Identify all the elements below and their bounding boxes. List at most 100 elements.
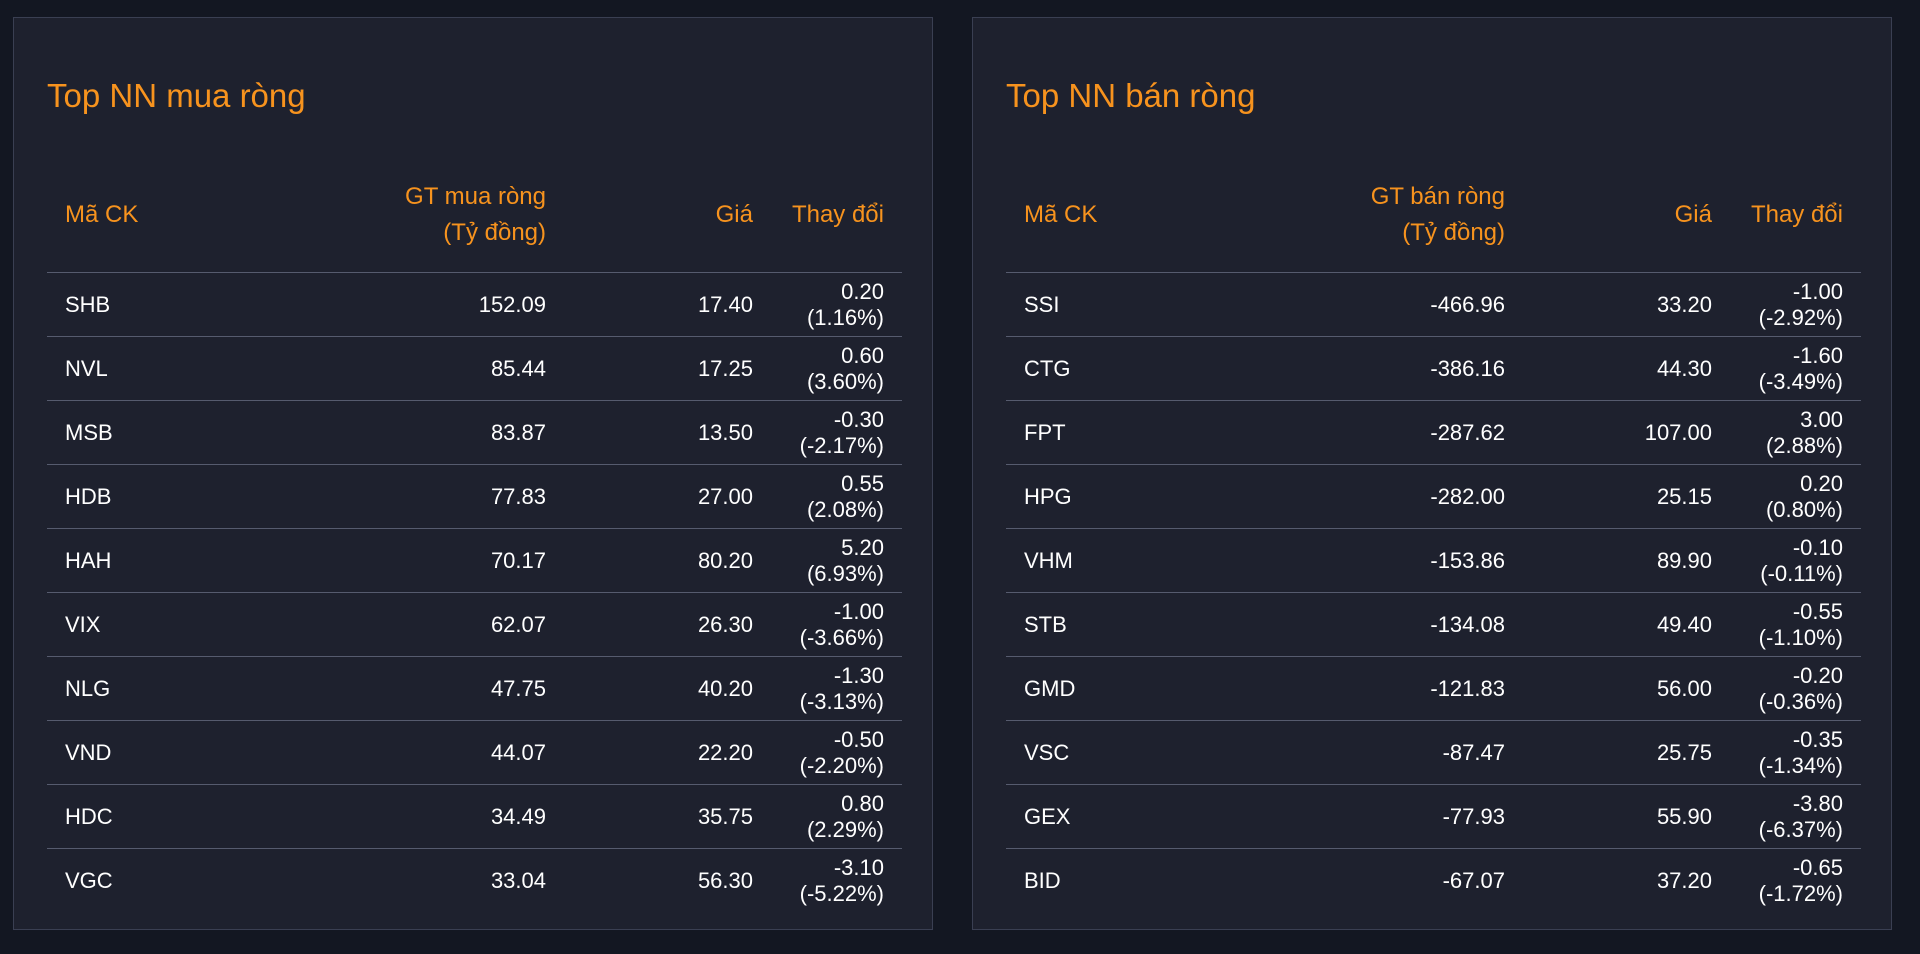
price: 49.40 xyxy=(1523,592,1730,657)
stock-symbol[interactable]: HAH xyxy=(47,528,259,593)
stock-symbol[interactable]: MSB xyxy=(47,400,259,465)
table-row[interactable]: HDB 77.83 27.00 0.55 (2.08%) xyxy=(47,464,902,529)
table-row[interactable]: VSC -87.47 25.75 -0.35 (-1.34%) xyxy=(1006,720,1861,785)
column-header-symbol[interactable]: Mã CK xyxy=(47,158,259,273)
stock-symbol[interactable]: CTG xyxy=(1006,336,1218,401)
price: 40.20 xyxy=(564,656,771,721)
stock-symbol[interactable]: BID xyxy=(1024,867,1061,893)
net-value: 62.07 xyxy=(259,592,564,657)
net-value: -386.16 xyxy=(1218,336,1523,401)
table-row[interactable]: GEX -77.93 55.90 -3.80 (-6.37%) xyxy=(1006,784,1861,849)
table-row[interactable]: HPG -282.00 25.15 0.20 (0.80%) xyxy=(1006,464,1861,529)
stock-symbol[interactable]: VHM xyxy=(1006,528,1218,593)
price-change: 3.00 (2.88%) xyxy=(1730,400,1861,465)
stock-symbol[interactable]: VGC xyxy=(65,867,113,893)
column-header-net-value[interactable]: GT mua ròng (Tỷ đồng) xyxy=(259,158,564,273)
net-buy-table: Mã CK GT mua ròng (Tỷ đồng) Giá Thay đổi… xyxy=(47,158,902,912)
table-row[interactable]: GMD -121.83 56.00 -0.20 (-0.36%) xyxy=(1006,656,1861,721)
column-header-price[interactable]: Giá xyxy=(564,158,771,273)
price: 56.30 xyxy=(697,867,753,893)
price: 17.25 xyxy=(564,336,771,401)
column-header-change[interactable]: Thay đổi xyxy=(1730,158,1861,273)
column-header-price[interactable]: Giá xyxy=(1523,158,1730,273)
price-change: -1.00 (-2.92%) xyxy=(1730,272,1861,337)
table-row[interactable]: BID -67.07 37.20 -0.65 (-1.72%) xyxy=(1006,849,1861,913)
stock-symbol[interactable]: FPT xyxy=(1006,400,1218,465)
price-change: 0.60 (3.60%) xyxy=(771,336,902,401)
price-change: -0.10 (-0.11%) xyxy=(1730,528,1861,593)
net-value: -287.62 xyxy=(1218,400,1523,465)
column-header-change[interactable]: Thay đổi xyxy=(771,158,902,273)
net-value: -87.47 xyxy=(1218,720,1523,785)
stock-symbol[interactable]: STB xyxy=(1006,592,1218,657)
price-change: -3.80 (-6.37%) xyxy=(1730,784,1861,849)
price-change: -0.65 (-1.72%) xyxy=(1758,854,1843,906)
stock-symbol[interactable]: VIX xyxy=(47,592,259,657)
column-header-symbol[interactable]: Mã CK xyxy=(1006,158,1218,273)
price: 37.20 xyxy=(1656,867,1712,893)
table-row[interactable]: MSB 83.87 13.50 -0.30 (-2.17%) xyxy=(47,400,902,465)
price: 33.20 xyxy=(1523,272,1730,337)
net-value: -153.86 xyxy=(1218,528,1523,593)
top-net-buy-panel: Top NN mua ròng Mã CK GT mua ròng (Tỷ đồ… xyxy=(13,17,933,930)
price-change: 0.20 (1.16%) xyxy=(771,272,902,337)
table-row[interactable]: SSI -466.96 33.20 -1.00 (-2.92%) xyxy=(1006,272,1861,337)
stock-symbol[interactable]: HPG xyxy=(1006,464,1218,529)
table-row[interactable]: NVL 85.44 17.25 0.60 (3.60%) xyxy=(47,336,902,401)
column-header-net-value-line1: GT mua ròng xyxy=(405,183,546,210)
stock-symbol[interactable]: VND xyxy=(47,720,259,785)
stock-symbol[interactable]: VSC xyxy=(1006,720,1218,785)
price-change: -3.10 (-5.22%) xyxy=(799,854,884,906)
price-change: -0.20 (-0.36%) xyxy=(1730,656,1861,721)
panel-title: Top NN bán ròng xyxy=(1006,77,1256,114)
net-value: -466.96 xyxy=(1218,272,1523,337)
top-net-sell-panel: Top NN bán ròng Mã CK GT bán ròng (Tỷ đồ… xyxy=(972,17,1892,930)
stock-symbol[interactable]: NLG xyxy=(47,656,259,721)
stock-symbol[interactable]: HDC xyxy=(47,784,259,849)
net-value: -134.08 xyxy=(1218,592,1523,657)
net-value: -282.00 xyxy=(1218,464,1523,529)
column-header-net-value[interactable]: GT bán ròng (Tỷ đồng) xyxy=(1218,158,1523,273)
table-row[interactable]: HDC 34.49 35.75 0.80 (2.29%) xyxy=(47,784,902,849)
stock-symbol[interactable]: SHB xyxy=(47,272,259,337)
price-change: 5.20 (6.93%) xyxy=(771,528,902,593)
price: 26.30 xyxy=(564,592,771,657)
price: 35.75 xyxy=(564,784,771,849)
table-row[interactable]: FPT -287.62 107.00 3.00 (2.88%) xyxy=(1006,400,1861,465)
table-row[interactable]: STB -134.08 49.40 -0.55 (-1.10%) xyxy=(1006,592,1861,657)
column-header-net-value-line2: (Tỷ đồng) xyxy=(443,219,546,246)
table-row[interactable]: VIX 62.07 26.30 -1.00 (-3.66%) xyxy=(47,592,902,657)
table-row[interactable]: VHM -153.86 89.90 -0.10 (-0.11%) xyxy=(1006,528,1861,593)
price: 89.90 xyxy=(1523,528,1730,593)
net-sell-table: Mã CK GT bán ròng (Tỷ đồng) Giá Thay đổi… xyxy=(1006,158,1861,912)
stock-symbol[interactable]: SSI xyxy=(1006,272,1218,337)
price-change: -0.50 (-2.20%) xyxy=(771,720,902,785)
stock-symbol[interactable]: GEX xyxy=(1006,784,1218,849)
net-value: 44.07 xyxy=(259,720,564,785)
net-value: 47.75 xyxy=(259,656,564,721)
table-row[interactable]: VND 44.07 22.20 -0.50 (-2.20%) xyxy=(47,720,902,785)
table-row[interactable]: NLG 47.75 40.20 -1.30 (-3.13%) xyxy=(47,656,902,721)
column-header-net-value-line2: (Tỷ đồng) xyxy=(1402,219,1505,246)
price: 55.90 xyxy=(1523,784,1730,849)
price-change: 0.20 (0.80%) xyxy=(1730,464,1861,529)
panel-title: Top NN mua ròng xyxy=(47,77,306,114)
stock-symbol[interactable]: NVL xyxy=(47,336,259,401)
table-row[interactable]: CTG -386.16 44.30 -1.60 (-3.49%) xyxy=(1006,336,1861,401)
stock-symbol[interactable]: HDB xyxy=(47,464,259,529)
table-row[interactable]: VGC 33.04 56.30 -3.10 (-5.22%) xyxy=(47,849,902,913)
stock-symbol[interactable]: GMD xyxy=(1006,656,1218,721)
price: 17.40 xyxy=(564,272,771,337)
price-change: -0.55 (-1.10%) xyxy=(1730,592,1861,657)
price-change: -1.60 (-3.49%) xyxy=(1730,336,1861,401)
column-header-net-value-line1: GT bán ròng xyxy=(1370,183,1505,210)
price: 27.00 xyxy=(564,464,771,529)
table-row[interactable]: SHB 152.09 17.40 0.20 (1.16%) xyxy=(47,272,902,337)
net-value: -77.93 xyxy=(1218,784,1523,849)
price-change: -0.30 (-2.17%) xyxy=(771,400,902,465)
price: 56.00 xyxy=(1523,656,1730,721)
net-value: 77.83 xyxy=(259,464,564,529)
net-value: 33.04 xyxy=(490,867,546,893)
table-row[interactable]: HAH 70.17 80.20 5.20 (6.93%) xyxy=(47,528,902,593)
net-value: 34.49 xyxy=(259,784,564,849)
